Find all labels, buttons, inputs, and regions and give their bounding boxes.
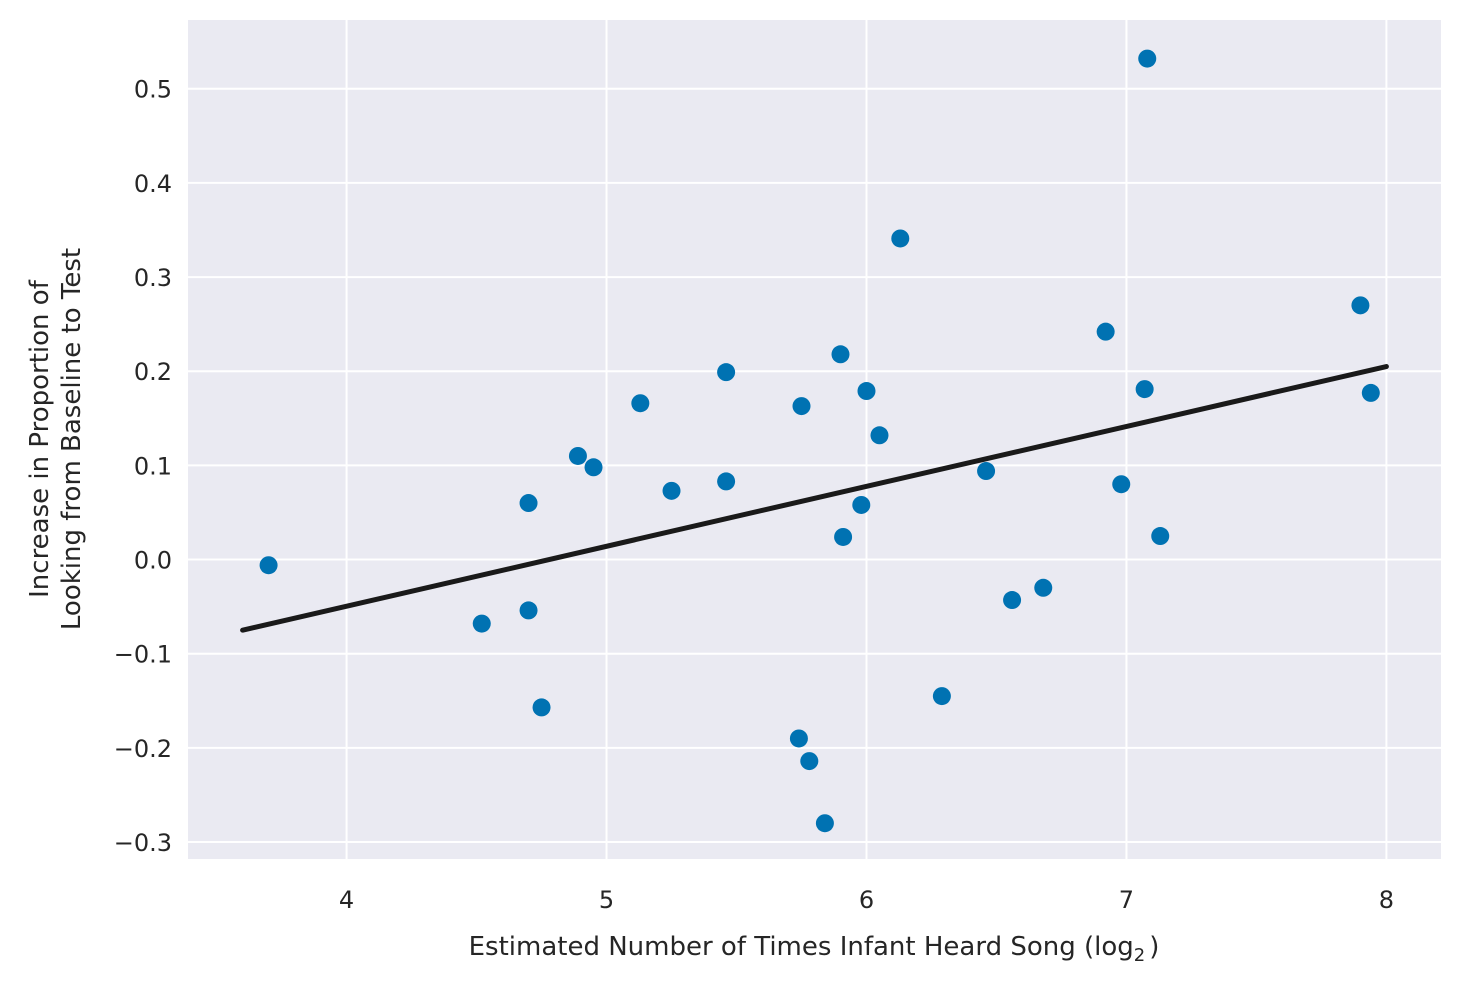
data-point: [1003, 591, 1022, 610]
x-tick-label: 6: [859, 886, 874, 914]
y-tick-labels: 0.5 0.4 0.3 0.2 0.1 0.0 −0.1 −0.2 −0.3: [114, 76, 172, 857]
data-point: [1112, 475, 1131, 494]
data-point: [717, 472, 736, 491]
data-point: [1034, 578, 1053, 597]
x-axis-label-subscript: 2: [1134, 945, 1145, 966]
data-point: [977, 462, 996, 481]
data-point: [800, 752, 819, 771]
data-point: [259, 556, 278, 575]
data-point: [532, 698, 551, 717]
data-point: [834, 527, 853, 546]
y-tick-label: 0.2: [134, 358, 172, 386]
data-point: [852, 495, 871, 514]
y-tick-label: −0.1: [114, 641, 172, 669]
x-tick-label: 7: [1119, 886, 1134, 914]
data-point: [831, 345, 850, 364]
regression-line: [240, 364, 1389, 633]
y-tick-label: 0.0: [134, 547, 172, 575]
data-point: [932, 687, 951, 706]
data-point: [857, 382, 876, 401]
x-tick-labels: 4 5 6 7 8: [339, 886, 1394, 914]
data-point: [1138, 49, 1157, 68]
x-axis-label: Estimated Number of Times Infant Heard S…: [469, 932, 1160, 966]
data-point: [631, 394, 650, 413]
y-axis-label-line2: Looking from Baseline to Test: [57, 248, 87, 630]
y-tick-label: 0.3: [134, 264, 172, 292]
y-tick-label: 0.5: [134, 76, 172, 104]
data-point: [662, 481, 681, 500]
data-point: [472, 614, 491, 633]
x-axis-label-close: ): [1149, 932, 1159, 962]
data-point: [519, 601, 538, 620]
y-axis-label-line1: Increase in Proportion of: [25, 279, 55, 598]
data-point: [792, 397, 811, 416]
data-point: [891, 229, 910, 248]
y-tick-label: 0.1: [134, 452, 172, 480]
data-point: [815, 814, 834, 833]
x-axis-label-main: Estimated Number of Times Infant Heard S…: [469, 932, 1134, 962]
data-point: [1361, 383, 1380, 402]
data-point: [717, 363, 736, 382]
data-point: [519, 494, 538, 513]
plot-area: [188, 20, 1441, 859]
y-tick-label: −0.2: [114, 735, 172, 763]
data-point: [1096, 322, 1115, 341]
data-points: [259, 49, 1380, 833]
data-point: [1351, 296, 1370, 315]
y-tick-label: −0.3: [114, 829, 172, 857]
fit-line-group: [240, 364, 1389, 633]
data-point: [1151, 527, 1170, 546]
data-point: [789, 729, 808, 748]
x-tick-label: 5: [599, 886, 614, 914]
data-point: [1135, 380, 1154, 399]
y-tick-label: 0.4: [134, 170, 172, 198]
data-point: [568, 446, 587, 465]
grid-lines: [188, 20, 1441, 859]
x-tick-label: 8: [1379, 886, 1394, 914]
data-point: [870, 426, 889, 445]
data-point: [584, 458, 603, 477]
x-tick-label: 4: [339, 886, 354, 914]
